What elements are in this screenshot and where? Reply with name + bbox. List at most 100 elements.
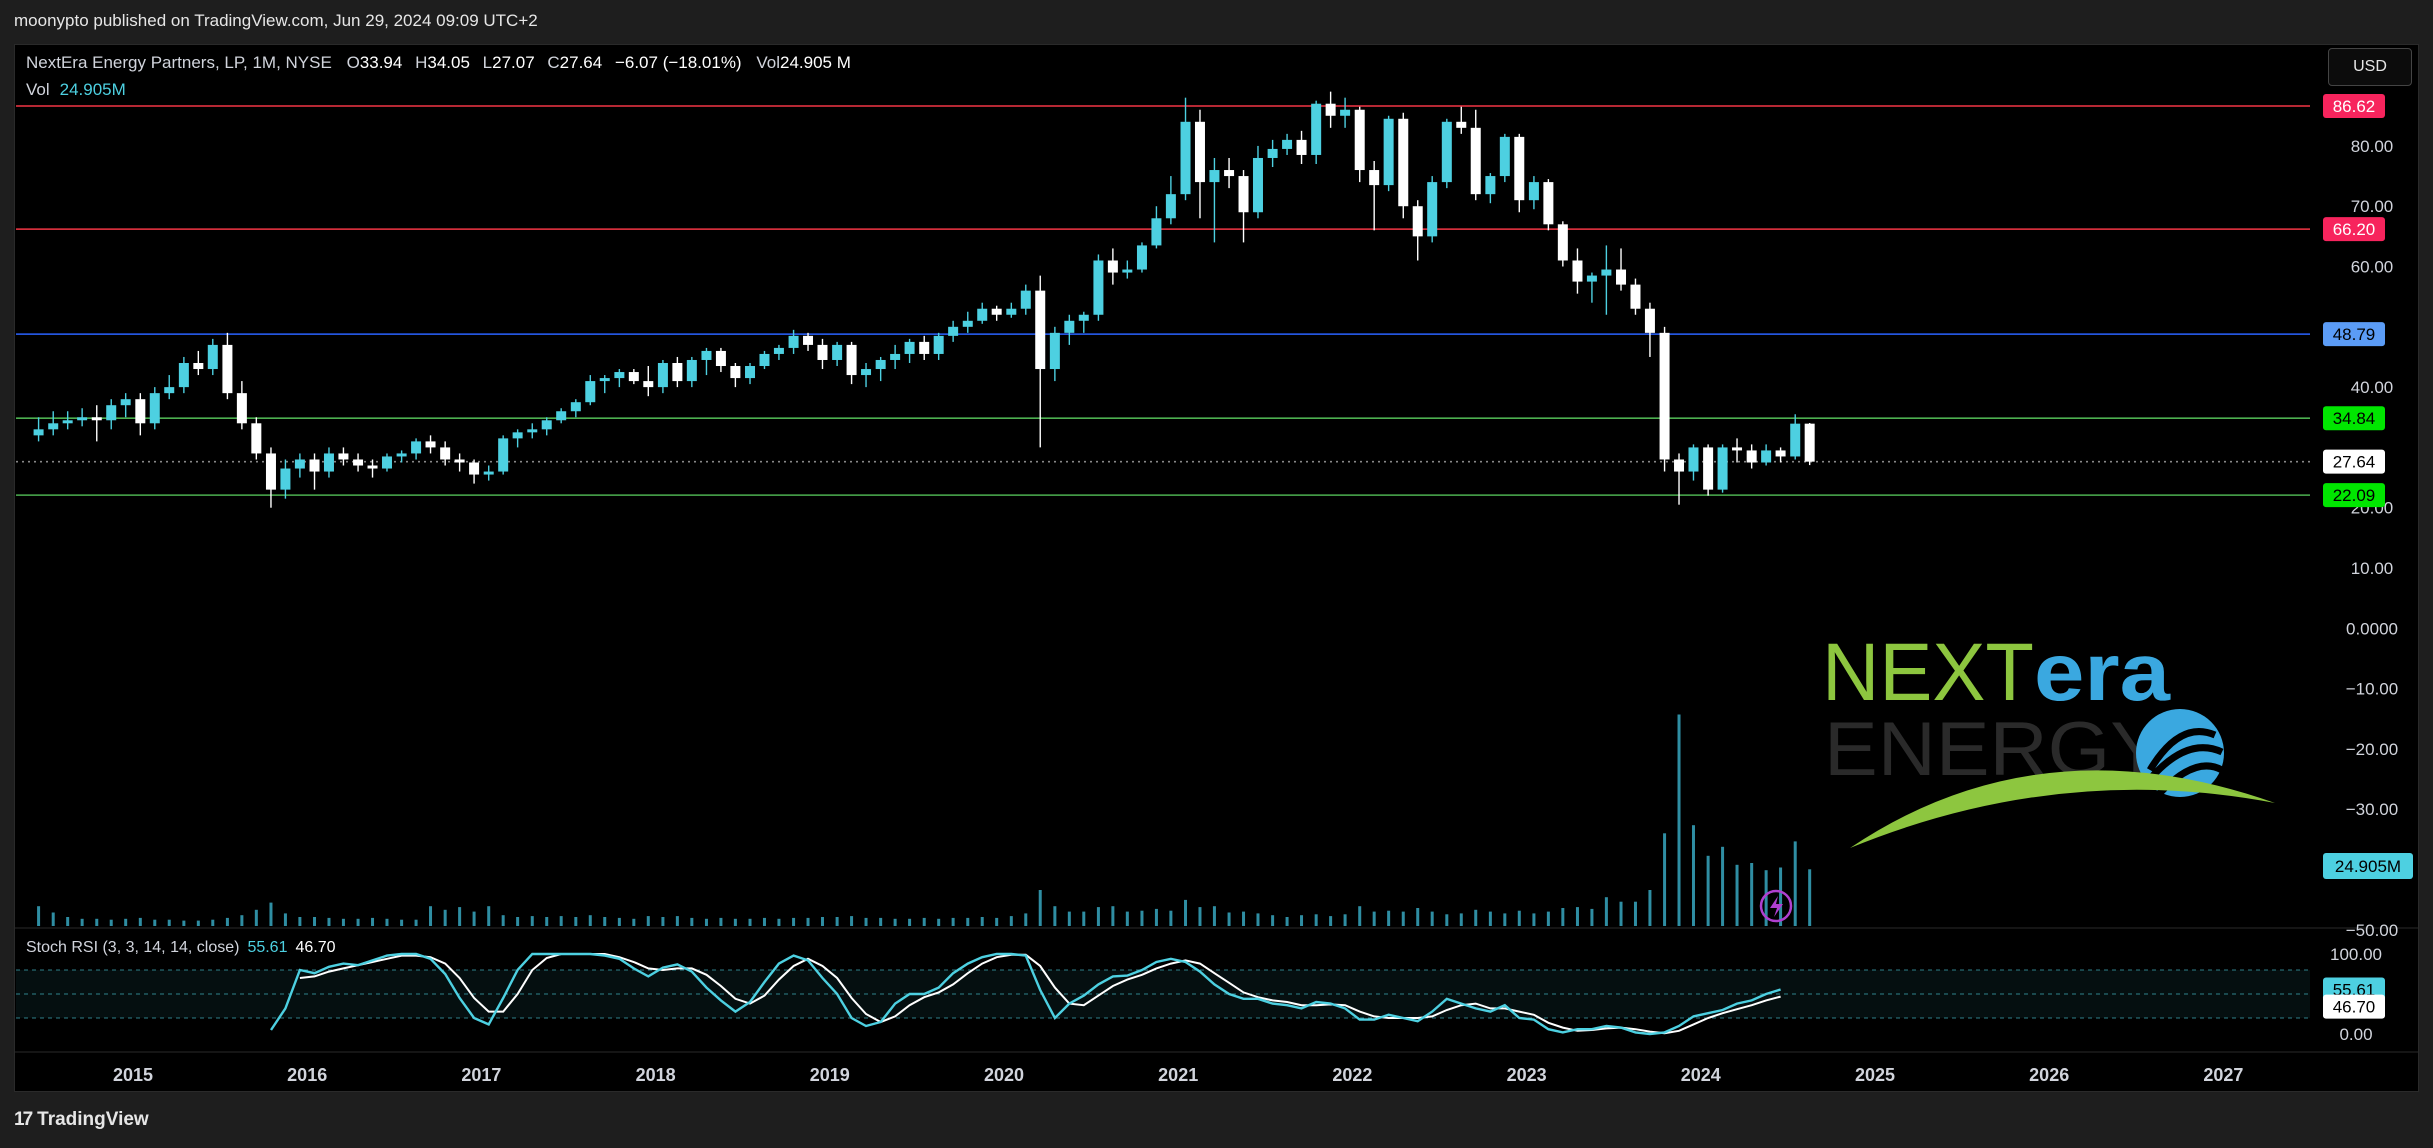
footer-brand: TradingView <box>37 1109 149 1130</box>
time-tick-label: 2017 <box>461 1065 501 1085</box>
nextera-energy-logo: NEXT era ENERGY <box>1822 627 2275 848</box>
lightning-icon[interactable] <box>1759 889 1793 923</box>
volume-bar <box>704 918 708 926</box>
candle-body <box>164 387 175 394</box>
candle-body <box>353 459 364 466</box>
volume-bar <box>1372 911 1376 926</box>
volume-bar <box>1648 890 1652 926</box>
volume-bar <box>1082 911 1086 926</box>
volume-bar <box>1793 841 1797 926</box>
volume-bar <box>733 918 737 926</box>
candle-body <box>1311 103 1322 155</box>
price-tick-label: 70.00 <box>2351 197 2394 216</box>
candle-body <box>643 381 654 388</box>
time-tick-label: 2016 <box>287 1065 327 1085</box>
volume-bar <box>1227 912 1231 926</box>
volume-bar <box>66 917 70 926</box>
volume-bar <box>1067 911 1071 926</box>
volume-bar <box>1242 911 1246 926</box>
candle-body <box>265 453 276 490</box>
candle-body <box>1180 121 1191 195</box>
price-tick-label: −10.00 <box>2346 680 2398 699</box>
candle-body <box>1427 182 1438 237</box>
candle-body <box>962 320 973 327</box>
candle-body <box>875 359 886 370</box>
volume-bar <box>385 918 389 926</box>
candle-body <box>207 344 218 370</box>
symbol-name[interactable]: NextEra Energy Partners, LP, 1M, NYSE <box>26 53 332 72</box>
stoch-d-badge <box>2323 994 2385 1019</box>
volume-bar <box>1764 870 1768 926</box>
volume-bar <box>472 911 476 926</box>
candle-body <box>338 453 349 460</box>
candle-body <box>759 353 770 367</box>
volume-bar <box>1038 890 1042 926</box>
volume-bar <box>1096 907 1100 926</box>
volume-bar <box>879 917 883 926</box>
volume-bar <box>1474 909 1478 926</box>
price-tick-label: 80.00 <box>2351 137 2394 156</box>
volume-legend[interactable]: Vol 24.905M <box>26 80 126 100</box>
volume-bar <box>1590 908 1594 926</box>
volume-bar <box>1154 908 1158 926</box>
candle-body <box>1064 320 1075 333</box>
price-tick-label: 60.00 <box>2351 258 2394 277</box>
candle-body <box>251 423 262 454</box>
candle-body <box>1703 447 1714 490</box>
price-tick-label: −20.00 <box>2346 740 2398 759</box>
tradingview-logo[interactable]: 17 TradingView <box>14 1109 149 1131</box>
volume-bar <box>254 909 258 926</box>
currency-button[interactable]: USD <box>2328 48 2412 86</box>
candle-body <box>222 344 233 394</box>
volume-bar <box>269 902 273 926</box>
chart-panel[interactable] <box>14 44 2419 1092</box>
price-tick-label: 10.00 <box>2351 559 2394 578</box>
volume-bar <box>762 917 766 926</box>
candle-body <box>1122 269 1133 273</box>
candle-body <box>1644 308 1655 333</box>
volume-bar <box>1358 906 1362 926</box>
level-badge-label: 66.20 <box>2333 220 2376 239</box>
candle-body <box>309 459 320 472</box>
volume-bar <box>995 917 999 926</box>
candle-body <box>367 465 378 469</box>
stoch-legend[interactable]: Stoch RSI (3, 3, 14, 14, close) 55.61 46.7… <box>26 939 336 957</box>
candle-body <box>425 441 436 448</box>
candle-body <box>62 420 73 424</box>
volume-bar <box>951 917 955 926</box>
stoch-k-line <box>270 952 1781 1036</box>
volume-bar <box>429 906 433 926</box>
logo-era: era <box>2034 627 2172 718</box>
time-tick-label: 2026 <box>2029 1065 2069 1085</box>
volume-bar <box>240 915 244 926</box>
candle-body <box>135 399 146 424</box>
grid-layer <box>14 927 2419 1053</box>
candle-body <box>323 453 334 472</box>
volume-bar <box>1721 846 1725 926</box>
volume-bar <box>1329 916 1333 926</box>
candle-body <box>1499 136 1510 177</box>
level-badge <box>2323 94 2385 118</box>
volume-bar <box>1184 899 1188 926</box>
candle-body <box>280 468 291 490</box>
candle-body <box>1659 332 1670 460</box>
level-badge-label: 86.62 <box>2333 97 2376 116</box>
candle-body <box>1020 290 1031 309</box>
footer: 17 TradingView <box>0 1096 2433 1148</box>
candle-body <box>570 402 581 412</box>
candle-body <box>1586 275 1597 282</box>
candle-body <box>1601 269 1612 276</box>
symbol-legend[interactable]: NextEra Energy Partners, LP, 1M, NYSE O3… <box>26 53 851 73</box>
close-value: 27.64 <box>559 53 603 72</box>
volume-bar <box>1503 913 1507 926</box>
volume-bar <box>1024 913 1028 926</box>
time-tick-label: 2027 <box>2203 1065 2243 1085</box>
change-value: −6.07 (−18.01%) <box>614 53 742 72</box>
volume-bar <box>922 917 926 926</box>
candle-body <box>1369 170 1380 186</box>
price-tick-label: 0.0000 <box>2346 619 2398 638</box>
volume-bar <box>1053 906 1057 926</box>
volume-bar <box>1517 910 1521 926</box>
candle-body <box>48 423 59 430</box>
